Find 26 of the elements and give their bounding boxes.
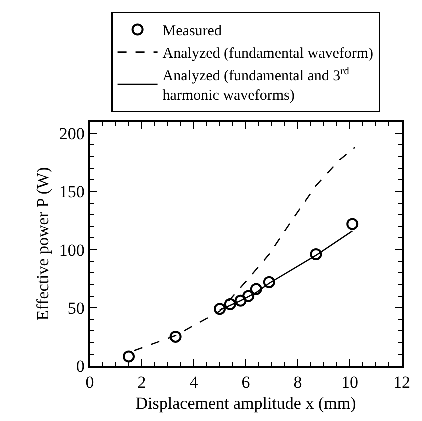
y-tick-label: 0 bbox=[76, 356, 85, 376]
y-axis-title: Effective power P (W) bbox=[33, 167, 52, 321]
x-tick-label: 2 bbox=[138, 373, 146, 392]
y-tick-label: 150 bbox=[59, 182, 85, 202]
point bbox=[224, 298, 236, 310]
x-tick-label: 8 bbox=[294, 373, 302, 392]
point bbox=[263, 276, 276, 288]
legend-label: Analyzed (fundamental waveform) bbox=[162, 46, 374, 62]
x-tick-label: 6 bbox=[242, 373, 250, 392]
y-tick-label: 50 bbox=[68, 298, 85, 318]
point bbox=[123, 350, 135, 363]
x-tick-label: 4 bbox=[190, 373, 199, 392]
legend-label: Measured bbox=[162, 24, 222, 40]
point bbox=[346, 218, 359, 230]
text: Analyzed (fundamental and 3$^{rd}$ harmonic waveforms) bbox=[162, 66, 350, 104]
x-tick-label: 10 bbox=[342, 373, 358, 392]
x-tick-label: 12 bbox=[394, 373, 410, 392]
x-axis-title: Displacement amplitude x (mm) bbox=[136, 394, 356, 414]
point bbox=[234, 294, 247, 307]
point bbox=[310, 248, 322, 260]
point bbox=[170, 330, 182, 343]
y-tick-label: 100 bbox=[59, 240, 85, 260]
y-tick-label: 200 bbox=[59, 124, 85, 144]
point bbox=[242, 290, 255, 302]
point bbox=[214, 303, 226, 316]
point bbox=[250, 283, 262, 296]
